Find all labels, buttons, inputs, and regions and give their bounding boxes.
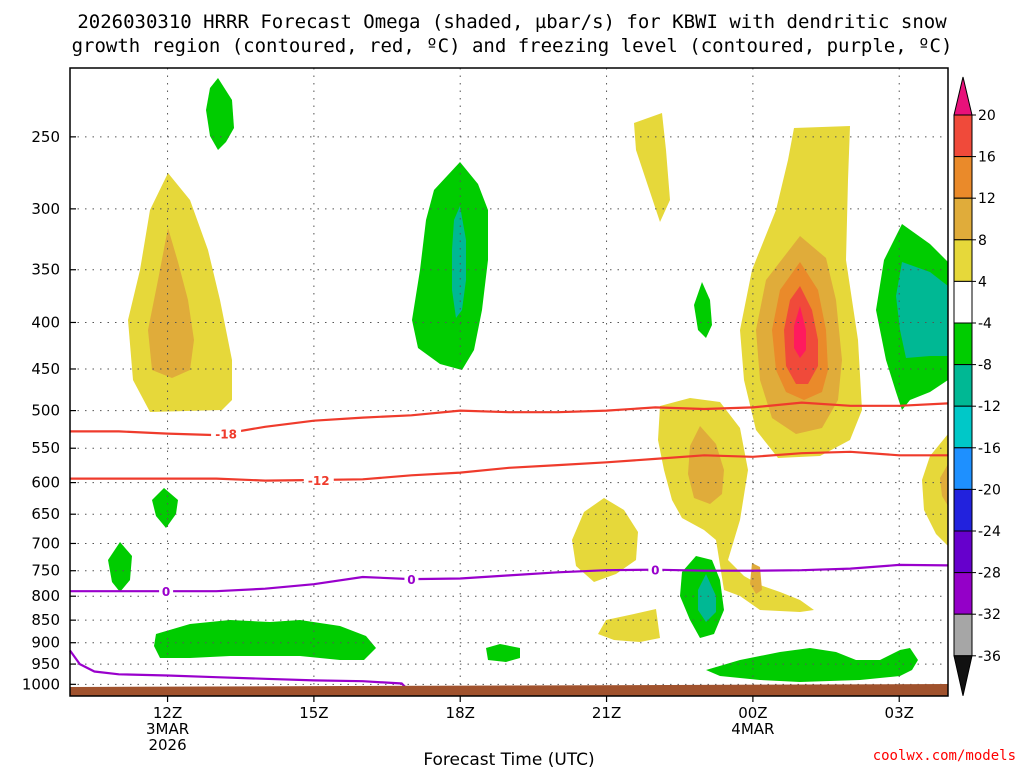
omega-region-neg8-b — [452, 206, 466, 318]
y-tick-label-800: 800 — [31, 587, 60, 605]
contour-label-bg-freezing-level-1 — [404, 571, 419, 587]
colorbar-swatch-m12 — [953, 405, 973, 449]
colorbar-swatch-m32 — [953, 613, 973, 657]
omega-region-pos8-a — [148, 228, 194, 378]
colorbar-label--28: -28 — [978, 566, 1001, 582]
plot-area: -18 -12 0 0 0 — [69, 67, 949, 697]
plot-frame — [69, 67, 949, 697]
x-tick-label-18Z: 18Z — [446, 704, 475, 722]
colorbar-swatch-m8 — [953, 364, 973, 407]
contour-dgz-bottom — [70, 450, 948, 482]
omega-region-pos4-h — [922, 434, 948, 546]
omega-region-pos4-b — [634, 113, 670, 222]
x-tick-label-15Z: 15Z — [299, 704, 328, 722]
y-tick-label-1000: 1000 — [22, 675, 60, 693]
contour-freezing-level — [70, 563, 949, 593]
omega-region-neg4-g — [154, 620, 376, 660]
colorbar-swatch-m24 — [953, 530, 973, 574]
y-tick-label-250: 250 — [31, 128, 60, 146]
colorbar-label-16: 16 — [978, 150, 996, 166]
y-tick-label-450: 450 — [31, 360, 60, 378]
colorbar-label--24: -24 — [978, 524, 1001, 540]
y-tick-label-350: 350 — [31, 261, 60, 279]
x-tick-label-21Z: 21Z — [592, 704, 621, 722]
colorbar-label--8: -8 — [978, 358, 992, 374]
contour-label-freezing-level-1: 0 — [407, 573, 415, 587]
y-tick-label-850: 850 — [31, 611, 60, 629]
colorbar: 20 16 12 8 4 -4 -8 -12 -16 -20 -24 -28 -32 -36 — [953, 76, 1001, 696]
contour-label-dgz-bottom-0: -12 — [308, 474, 330, 488]
x-tick-sublabel-3MAR: 3MAR — [146, 720, 189, 738]
omega-region-neg4-f — [152, 488, 178, 528]
colorbar-swatch-p8 — [953, 197, 973, 241]
colorbar-swatch-p12 — [953, 156, 973, 199]
omega-region-neg4-c — [694, 282, 712, 338]
omega-region-pos8-d — [688, 426, 724, 504]
colorbar-swatch-zero — [953, 280, 973, 324]
omega-region-pos20-c — [794, 306, 806, 358]
colorbar-label-4: 4 — [978, 274, 987, 290]
y-tick-label-500: 500 — [31, 402, 60, 420]
contour-label-bg-freezing-level-0 — [159, 583, 174, 599]
y-tick-label-650: 650 — [31, 505, 60, 523]
y-tick-label-900: 900 — [31, 634, 60, 652]
y-tick-label-550: 550 — [31, 439, 60, 457]
contours: -18 -12 0 0 0 — [69, 401, 949, 693]
x-axis-title: Forecast Time (UTC) — [423, 750, 594, 768]
omega-region-neg4-b — [412, 162, 488, 370]
colorbar-swatch-m20 — [953, 488, 973, 532]
contour-label-dgz-top-0: -18 — [215, 427, 237, 441]
y-tick-label-400: 400 — [31, 313, 60, 331]
y-tick-label-750: 750 — [31, 562, 60, 580]
x-tick-sublabel-4MAR: 4MAR — [731, 720, 774, 738]
omega-shading — [108, 78, 948, 682]
colorbar-swatch-p4 — [953, 239, 973, 282]
omega-region-pos4-g — [598, 609, 660, 642]
omega-region-pos8-h — [940, 464, 948, 506]
colorbar-swatch-m4 — [953, 322, 973, 366]
colorbar-label-20: 20 — [978, 108, 996, 124]
x-tick-label-00Z: 00Z — [738, 704, 767, 722]
ground-fill — [70, 684, 948, 696]
omega-region-neg4-h — [486, 644, 520, 662]
colorbar-label--20: -20 — [978, 482, 1001, 498]
colorbar-label--4: -4 — [978, 316, 992, 332]
colorbar-top-arrow — [953, 76, 973, 116]
y-tick-label-700: 700 — [31, 534, 60, 552]
credit-text: coolwx.com/models — [873, 748, 1016, 764]
contour-label-bg-freezing-level-2 — [648, 561, 663, 577]
y-tick-label-300: 300 — [31, 200, 60, 218]
omega-region-neg4-j — [706, 648, 918, 682]
colorbar-swatch-m16 — [953, 447, 973, 490]
chart-title-line-1: 2026030310 HRRR Forecast Omega (shaded, … — [77, 11, 947, 33]
colorbar-label-8: 8 — [978, 233, 987, 249]
contour-label-freezing-level-2: 0 — [651, 564, 659, 578]
omega-region-neg8-d — [896, 262, 948, 358]
omega-region-neg4-e — [108, 542, 132, 592]
omega-region-pos4-f — [572, 498, 638, 582]
colorbar-label--12: -12 — [978, 399, 1001, 415]
contour-label-freezing-level-0: 0 — [162, 585, 170, 599]
colorbar-bottom-arrow — [953, 655, 973, 696]
y-axis: 250 300 350 400 450 500 550 600 650 700 750 800 850 9… — [22, 128, 76, 693]
colorbar-swatch-p16 — [953, 114, 973, 158]
x-tick-label-12Z: 12Z — [153, 704, 182, 722]
contour-label-bg-dgz-top-0 — [211, 425, 242, 441]
colorbar-swatch-m28 — [953, 572, 973, 615]
contour-label-bg-dgz-bottom-0 — [303, 471, 334, 487]
chart-title-line-2: growth region (contoured, red, ºC) and f… — [72, 35, 953, 57]
colorbar-label--36: -36 — [978, 649, 1001, 665]
y-tick-label-600: 600 — [31, 474, 60, 492]
colorbar-label-12: 12 — [978, 191, 996, 207]
x-tick-label-03Z: 03Z — [885, 704, 914, 722]
x-tick-sublabel-2026: 2026 — [148, 736, 186, 754]
omega-region-neg8-i — [698, 574, 716, 622]
colorbar-label--16: -16 — [978, 441, 1001, 457]
colorbar-label--32: -32 — [978, 607, 1001, 623]
y-tick-label-950: 950 — [31, 655, 60, 673]
omega-region-neg4-a — [206, 78, 234, 150]
